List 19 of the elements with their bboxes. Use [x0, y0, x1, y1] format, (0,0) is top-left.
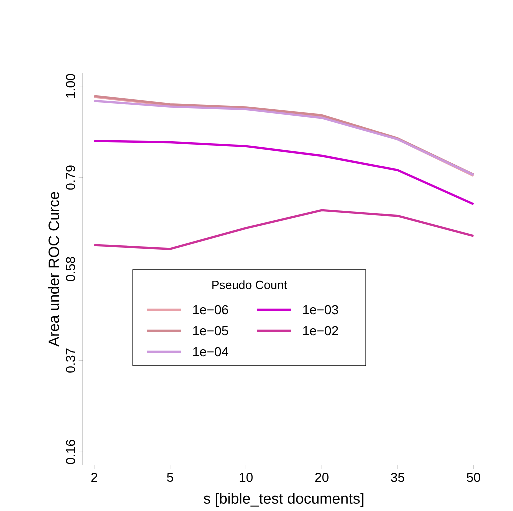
y-tick-label: 0.16: [66, 440, 76, 464]
x-tick-label: 2: [92, 473, 98, 482]
y-tick-label: 0.58: [66, 257, 76, 282]
x-tick-label: 20: [316, 473, 329, 482]
x-tick-label: 5: [167, 473, 174, 482]
legend-title: Pseudo Count: [212, 280, 288, 290]
y-tick-label: 0.79: [66, 166, 76, 190]
y-tick-label: 1.00: [66, 74, 76, 98]
y-axis-title: Area under ROC Curce: [48, 192, 60, 347]
legend-label: 1e−06: [194, 305, 228, 315]
legend-label: 1e−05: [194, 326, 228, 336]
y-tick-label: 0.37: [66, 348, 76, 373]
legend-label: 1e−04: [194, 347, 229, 357]
x-tick-label: 10: [240, 473, 253, 482]
x-tick-label: 35: [391, 473, 405, 482]
legend-label: 1e−03: [304, 305, 338, 315]
x-axis-title: s [bible_test documents]: [204, 493, 364, 507]
x-tick-label: 50: [467, 473, 480, 482]
legend-label: 1e−02: [304, 326, 338, 336]
